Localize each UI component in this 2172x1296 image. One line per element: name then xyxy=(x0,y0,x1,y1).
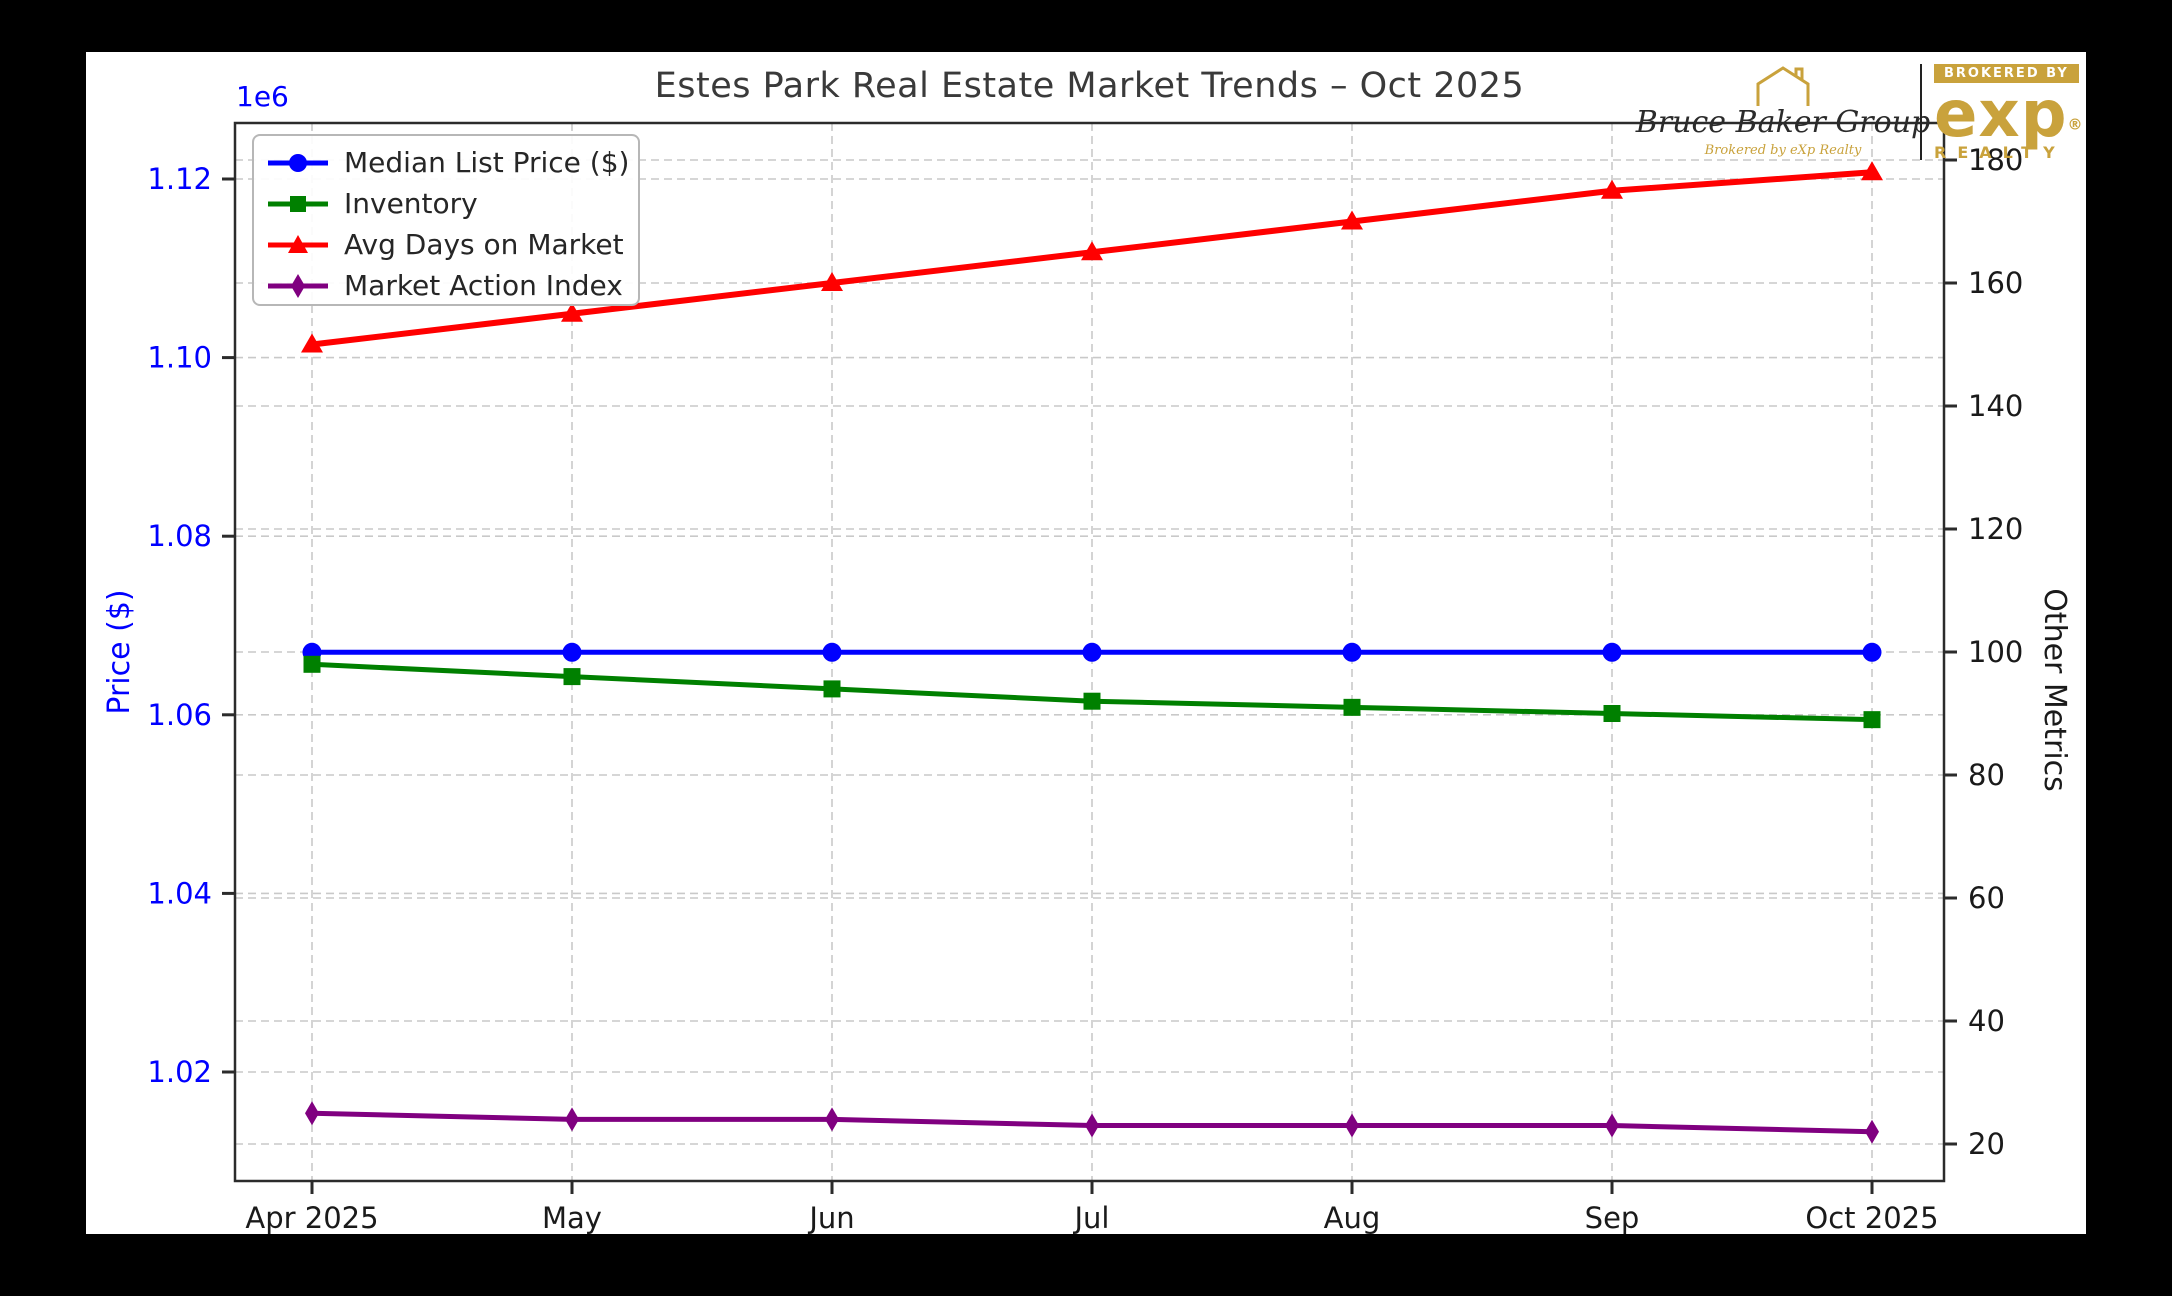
legend-item-label: Inventory xyxy=(344,187,478,220)
right-axis-tick-label: 160 xyxy=(1968,266,2023,300)
brokerage-logo: Bruce Baker Group Brokered by eXp Realty… xyxy=(1636,56,2104,168)
left-axis-tick-label: 1.04 xyxy=(147,876,212,910)
data-point-marker xyxy=(1343,698,1361,716)
x-axis-tick-label: May xyxy=(542,1201,602,1235)
x-axis-tick-label: Jun xyxy=(807,1201,854,1235)
data-point-marker xyxy=(561,302,583,322)
data-point-marker xyxy=(823,680,841,698)
chart-title: Estes Park Real Estate Market Trends – O… xyxy=(654,66,1525,106)
data-point-marker xyxy=(563,668,581,686)
legend-item: Median List Price ($) xyxy=(266,142,638,183)
data-point-marker xyxy=(301,333,323,353)
legend-item-label: Avg Days on Market xyxy=(344,228,624,261)
group-tagline-text: Brokered by eXp Realty xyxy=(1704,143,1862,158)
data-point-marker xyxy=(1085,1113,1099,1138)
data-point-marker xyxy=(821,272,843,291)
legend-item-label: Median List Price ($) xyxy=(344,146,630,179)
chart-legend: Median List Price ($) Inventory Avg Days o… xyxy=(252,134,640,306)
data-point-marker xyxy=(562,642,582,662)
left-axis-tick-label: 1.10 xyxy=(147,341,212,375)
data-point-marker xyxy=(1602,642,1622,662)
logo-divider xyxy=(1920,64,1922,160)
left-axis-tick-label: 1.06 xyxy=(147,698,212,732)
x-axis-tick-label: Sep xyxy=(1585,1201,1640,1235)
data-point-marker xyxy=(1861,161,1883,181)
left-axis-tick-label: 1.08 xyxy=(147,519,212,553)
right-axis-tick-label: 40 xyxy=(1968,1004,2005,1038)
data-point-marker xyxy=(1605,1113,1619,1138)
x-axis-tick-label: Oct 2025 xyxy=(1805,1201,1938,1235)
data-point-marker xyxy=(1601,179,1623,199)
right-axis-tick-label: 60 xyxy=(1968,881,2005,915)
data-point-marker xyxy=(1081,241,1103,261)
legend-item: Market Action Index xyxy=(266,265,638,306)
right-axis-tick-label: 20 xyxy=(1968,1127,2005,1161)
left-axis-tick-label: 1.12 xyxy=(147,162,212,196)
right-axis-tick-label: 120 xyxy=(1968,512,2023,546)
left-axis-title: Price ($) xyxy=(102,589,137,715)
data-point-marker xyxy=(1603,705,1621,722)
right-axis-tick-label: 100 xyxy=(1968,635,2023,669)
right-axis-tick-label: 140 xyxy=(1968,389,2023,423)
realty-wordmark: REALTY xyxy=(1934,142,2066,162)
data-point-marker xyxy=(1345,1113,1359,1138)
legend-marker-swatch xyxy=(268,234,328,253)
bruce-baker-group-logo: Bruce Baker Group Brokered by eXp Realty xyxy=(1636,66,1930,158)
data-point-marker xyxy=(1082,642,1102,662)
legend-item: Inventory xyxy=(266,183,638,224)
data-point-marker xyxy=(1083,692,1101,710)
right-axis-tick-label: 180 xyxy=(1968,143,2023,177)
exp-realty-logo: BROKERED BY exp® REALTY xyxy=(1934,63,2083,162)
legend-marker-swatch xyxy=(268,195,328,212)
legend-item: Avg Days on Market xyxy=(266,224,638,265)
data-point-marker xyxy=(303,655,321,673)
data-point-marker xyxy=(822,642,842,662)
data-point-marker xyxy=(825,1107,839,1132)
legend-marker-swatch xyxy=(268,273,328,298)
data-point-marker xyxy=(305,1101,319,1126)
data-point-marker xyxy=(1863,711,1881,729)
x-axis-tick-label: Jul xyxy=(1073,1201,1110,1235)
x-axis-tick-label: Aug xyxy=(1324,1201,1381,1235)
data-point-marker xyxy=(1862,642,1882,662)
data-point-marker xyxy=(1341,210,1363,230)
data-point-marker xyxy=(565,1107,579,1132)
registered-mark: ® xyxy=(2067,115,2083,134)
x-axis-tick-label: Apr 2025 xyxy=(245,1201,378,1235)
group-name-text: Bruce Baker Group xyxy=(1635,105,1931,140)
right-axis-title: Other Metrics xyxy=(2037,588,2072,792)
house-icon xyxy=(1756,66,1810,106)
left-axis-tick-label: 1.02 xyxy=(147,1055,212,1089)
legend-item-label: Market Action Index xyxy=(344,269,623,302)
legend-marker-swatch xyxy=(268,153,328,172)
data-point-marker xyxy=(1865,1119,1879,1144)
data-point-marker xyxy=(1342,642,1362,662)
exp-wordmark: exp xyxy=(1934,77,2068,152)
brokered-by-banner: BROKERED BY xyxy=(1934,63,2079,83)
left-axis-offset-label: 1e6 xyxy=(236,80,289,113)
right-axis-tick-label: 80 xyxy=(1968,758,2005,792)
